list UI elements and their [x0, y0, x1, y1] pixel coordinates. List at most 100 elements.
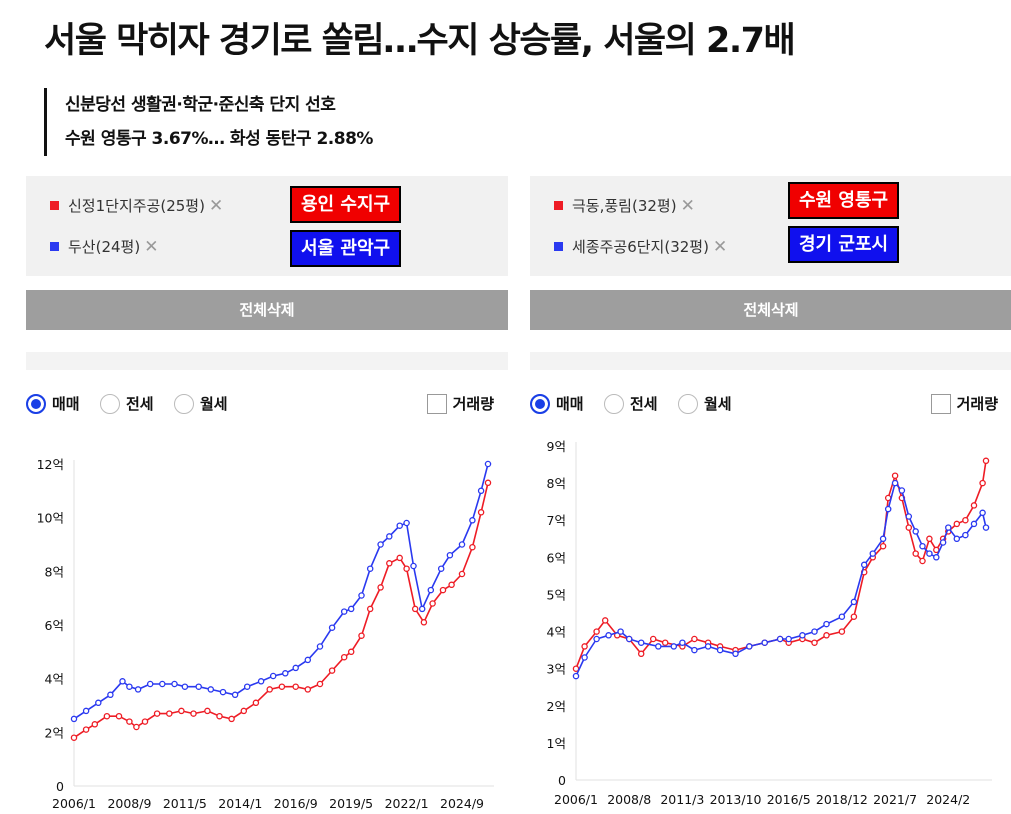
data-point	[926, 550, 933, 557]
radio-label: 매매	[556, 395, 584, 413]
data-point	[776, 635, 784, 643]
volume-checkbox[interactable]: 거래량	[930, 393, 998, 414]
x-tick-label: 2022/1	[385, 796, 429, 811]
data-point	[945, 524, 952, 531]
data-point	[811, 639, 818, 646]
data-point	[292, 664, 299, 672]
data-point	[572, 672, 580, 680]
x-tick-label: 2006/1	[554, 792, 598, 807]
x-tick-label: 2008/8	[607, 792, 651, 807]
data-point	[70, 715, 78, 723]
data-point	[716, 646, 724, 654]
radio-trade-sale[interactable]: 매매	[26, 393, 80, 414]
square-icon	[50, 242, 59, 251]
data-point	[91, 721, 99, 728]
subheading-2: 수원 영통구 3.67%… 화성 동탄구 2.88%	[65, 129, 373, 149]
data-point	[732, 650, 739, 658]
headline: 서울 막히자 경기로 쏠림…수지 상승률, 서울의 2.7배	[44, 21, 796, 61]
radio-trade-jeonse[interactable]: 전세	[604, 393, 658, 414]
selected-item-1: 신정1단지주공(25평) ✕	[50, 195, 223, 216]
data-point	[891, 472, 899, 479]
data-point	[386, 533, 393, 540]
y-tick-label: 3억	[547, 662, 566, 677]
data-point	[178, 707, 185, 715]
data-point	[879, 542, 887, 550]
data-point	[850, 598, 858, 606]
data-point	[396, 522, 403, 529]
data-point	[982, 457, 990, 465]
close-icon[interactable]: ✕	[680, 196, 695, 216]
data-point	[146, 680, 154, 688]
region-label: 경기 군포시	[788, 226, 900, 263]
radio-icon	[100, 394, 120, 414]
volume-checkbox[interactable]: 거래량	[426, 393, 494, 414]
data-point	[704, 643, 712, 650]
data-point	[304, 686, 312, 693]
data-point	[420, 619, 428, 626]
data-point	[207, 686, 215, 693]
data-point	[691, 646, 698, 654]
data-point	[953, 535, 961, 543]
data-point	[181, 683, 189, 690]
data-point	[477, 509, 485, 516]
y-tick-label: 4억	[45, 672, 64, 687]
radio-trade-monthly[interactable]: 월세	[678, 393, 732, 414]
data-point	[823, 632, 830, 639]
data-point	[115, 712, 123, 720]
data-point	[746, 643, 753, 650]
x-tick-label: 2018/12	[816, 792, 868, 807]
selected-item-2: 두산(24평) ✕	[50, 236, 158, 257]
data-point	[484, 479, 492, 487]
data-point	[905, 513, 913, 520]
series-line-1	[73, 482, 489, 739]
data-point	[347, 648, 355, 656]
trade-type-selector: 매매 전세 월세 거래량	[26, 388, 508, 418]
radio-icon	[678, 394, 698, 414]
radio-label: 전세	[126, 395, 154, 413]
data-point	[898, 487, 906, 494]
data-point	[278, 683, 286, 690]
data-point	[649, 635, 657, 643]
data-point	[216, 712, 223, 720]
data-point	[82, 726, 90, 733]
data-point	[427, 586, 435, 594]
y-tick-label: 2억	[547, 699, 566, 714]
data-point	[328, 667, 336, 674]
data-point	[159, 680, 166, 688]
y-tick-label: 12억	[37, 457, 64, 472]
data-point	[799, 632, 806, 639]
data-point	[195, 683, 202, 690]
data-point	[939, 539, 947, 546]
radio-trade-jeonse[interactable]: 전세	[100, 393, 154, 414]
selected-item-label: 세종주공6단지(32평)	[572, 238, 709, 256]
data-point	[266, 686, 273, 693]
data-point	[304, 656, 312, 664]
data-point	[850, 613, 858, 620]
y-tick-label: 1억	[547, 736, 566, 751]
data-point	[126, 683, 133, 690]
data-point	[429, 600, 436, 607]
data-point	[679, 639, 686, 646]
data-point	[219, 688, 227, 696]
data-point	[82, 707, 90, 715]
close-icon[interactable]: ✕	[712, 237, 728, 257]
data-point	[625, 635, 633, 643]
radio-trade-sale[interactable]: 매매	[530, 393, 584, 414]
data-point	[655, 643, 662, 650]
data-point	[469, 543, 476, 551]
data-point	[403, 519, 410, 527]
data-point	[316, 643, 324, 650]
data-point	[926, 535, 933, 543]
x-tick-label: 2024/9	[440, 796, 484, 811]
clear-all-button[interactable]: 전체삭제	[26, 290, 508, 330]
radio-label: 월세	[704, 395, 732, 413]
close-icon[interactable]: ✕	[144, 237, 159, 257]
radio-trade-monthly[interactable]: 월세	[174, 393, 228, 414]
checkbox-icon	[426, 394, 447, 414]
data-point	[153, 710, 161, 717]
data-point	[912, 550, 919, 557]
data-point	[411, 605, 419, 613]
close-icon[interactable]: ✕	[208, 196, 224, 216]
data-point	[458, 541, 466, 548]
clear-all-button[interactable]: 전체삭제	[530, 290, 1011, 330]
